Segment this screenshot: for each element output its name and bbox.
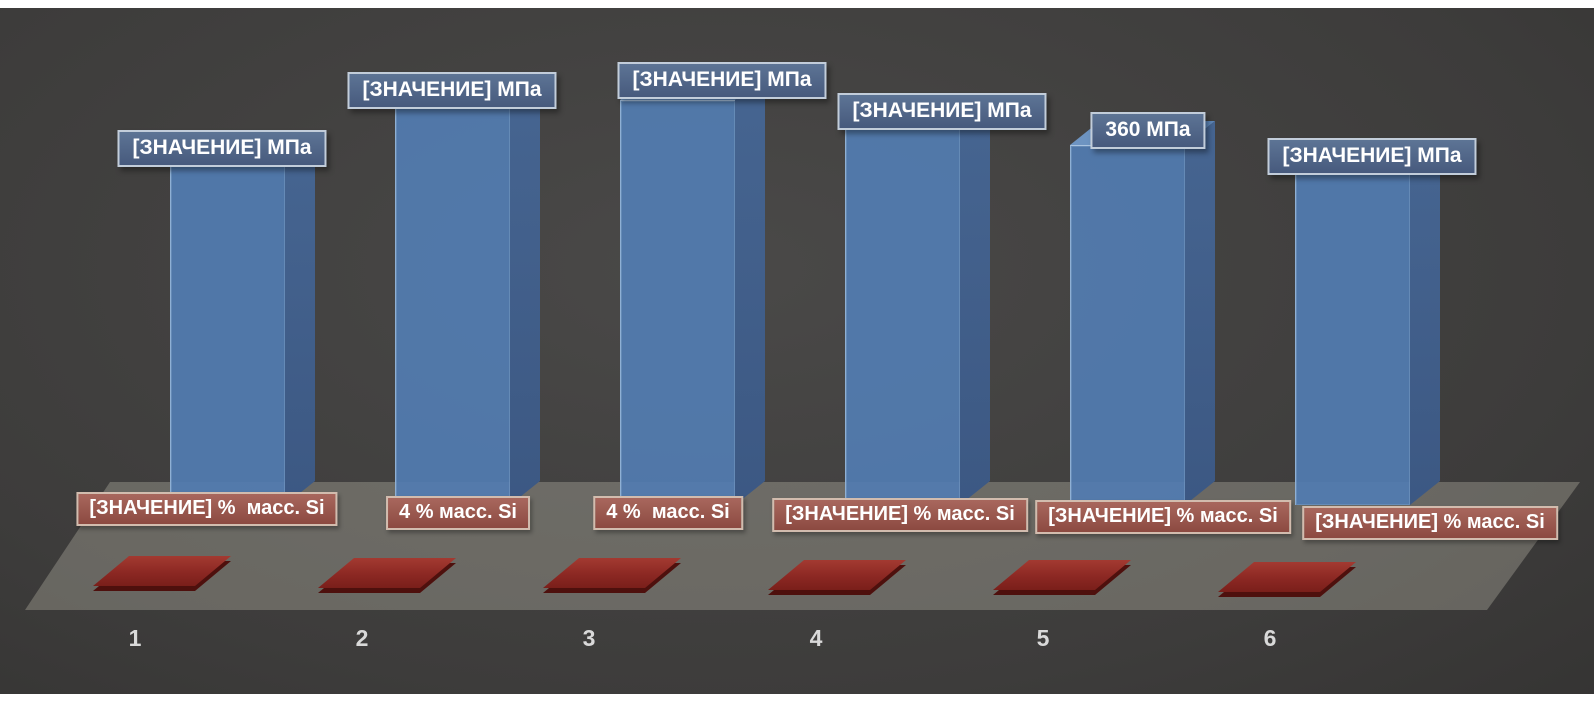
- si-label-4: [ЗНАЧЕНИЕ] % масс. Si: [772, 498, 1028, 532]
- value-label-1: [ЗНАЧЕНИЕ] МПа: [117, 130, 327, 168]
- si-label-3: 4 % масс. Si: [593, 496, 743, 530]
- value-label-3: [ЗНАЧЕНИЕ] МПа: [617, 62, 827, 100]
- bar-front-face: [1070, 145, 1185, 505]
- bar-side-face: [1410, 146, 1440, 505]
- bar-front-face: [845, 125, 960, 505]
- si-label-6: [ЗНАЧЕНИЕ] % масс. Si: [1302, 506, 1558, 540]
- bar-side-face: [960, 101, 990, 505]
- bar-front-face: [1295, 170, 1410, 505]
- category-label-2: 2: [355, 625, 369, 651]
- value-label-2: [ЗНАЧЕНИЕ] МПа: [347, 72, 557, 110]
- si-tile-1: [93, 556, 231, 586]
- category-label-4: 4: [809, 625, 823, 651]
- bar-column-6: [1295, 146, 1440, 505]
- category-label-3: 3: [582, 625, 596, 651]
- category-label-5: 5: [1036, 625, 1050, 651]
- bar-column-2: [395, 81, 540, 505]
- bar-side-face: [510, 81, 540, 505]
- si-tile-4: [768, 560, 906, 590]
- si-tile-6: [1218, 562, 1356, 592]
- bar-column-4: [845, 101, 990, 505]
- bar-side-face: [1185, 121, 1215, 505]
- si-label-2: 4 % масс. Si: [386, 496, 530, 530]
- si-tile-3: [543, 558, 681, 588]
- si-tile-5: [993, 560, 1131, 590]
- bar-column-1: [170, 141, 315, 505]
- bar-front-face: [395, 105, 510, 505]
- value-label-5: 360 МПа: [1090, 112, 1206, 150]
- bar-column-5: [1070, 121, 1215, 505]
- bar-side-face: [735, 76, 765, 505]
- si-tile-2: [318, 558, 456, 588]
- si-label-5: [ЗНАЧЕНИЕ] % масс. Si: [1035, 500, 1291, 534]
- value-label-4: [ЗНАЧЕНИЕ] МПа: [837, 93, 1047, 131]
- bar-column-3: [620, 76, 765, 505]
- bottom-margin: [0, 694, 1594, 706]
- category-label-6: 6: [1263, 625, 1277, 651]
- value-label-6: [ЗНАЧЕНИЕ] МПа: [1267, 138, 1477, 176]
- bar-side-face: [285, 141, 315, 505]
- si-label-1: [ЗНАЧЕНИЕ] % масс. Si: [76, 492, 338, 526]
- bar-front-face: [620, 100, 735, 505]
- top-margin: [0, 0, 1594, 8]
- category-label-1: 1: [128, 625, 142, 651]
- bar-front-face: [170, 165, 285, 505]
